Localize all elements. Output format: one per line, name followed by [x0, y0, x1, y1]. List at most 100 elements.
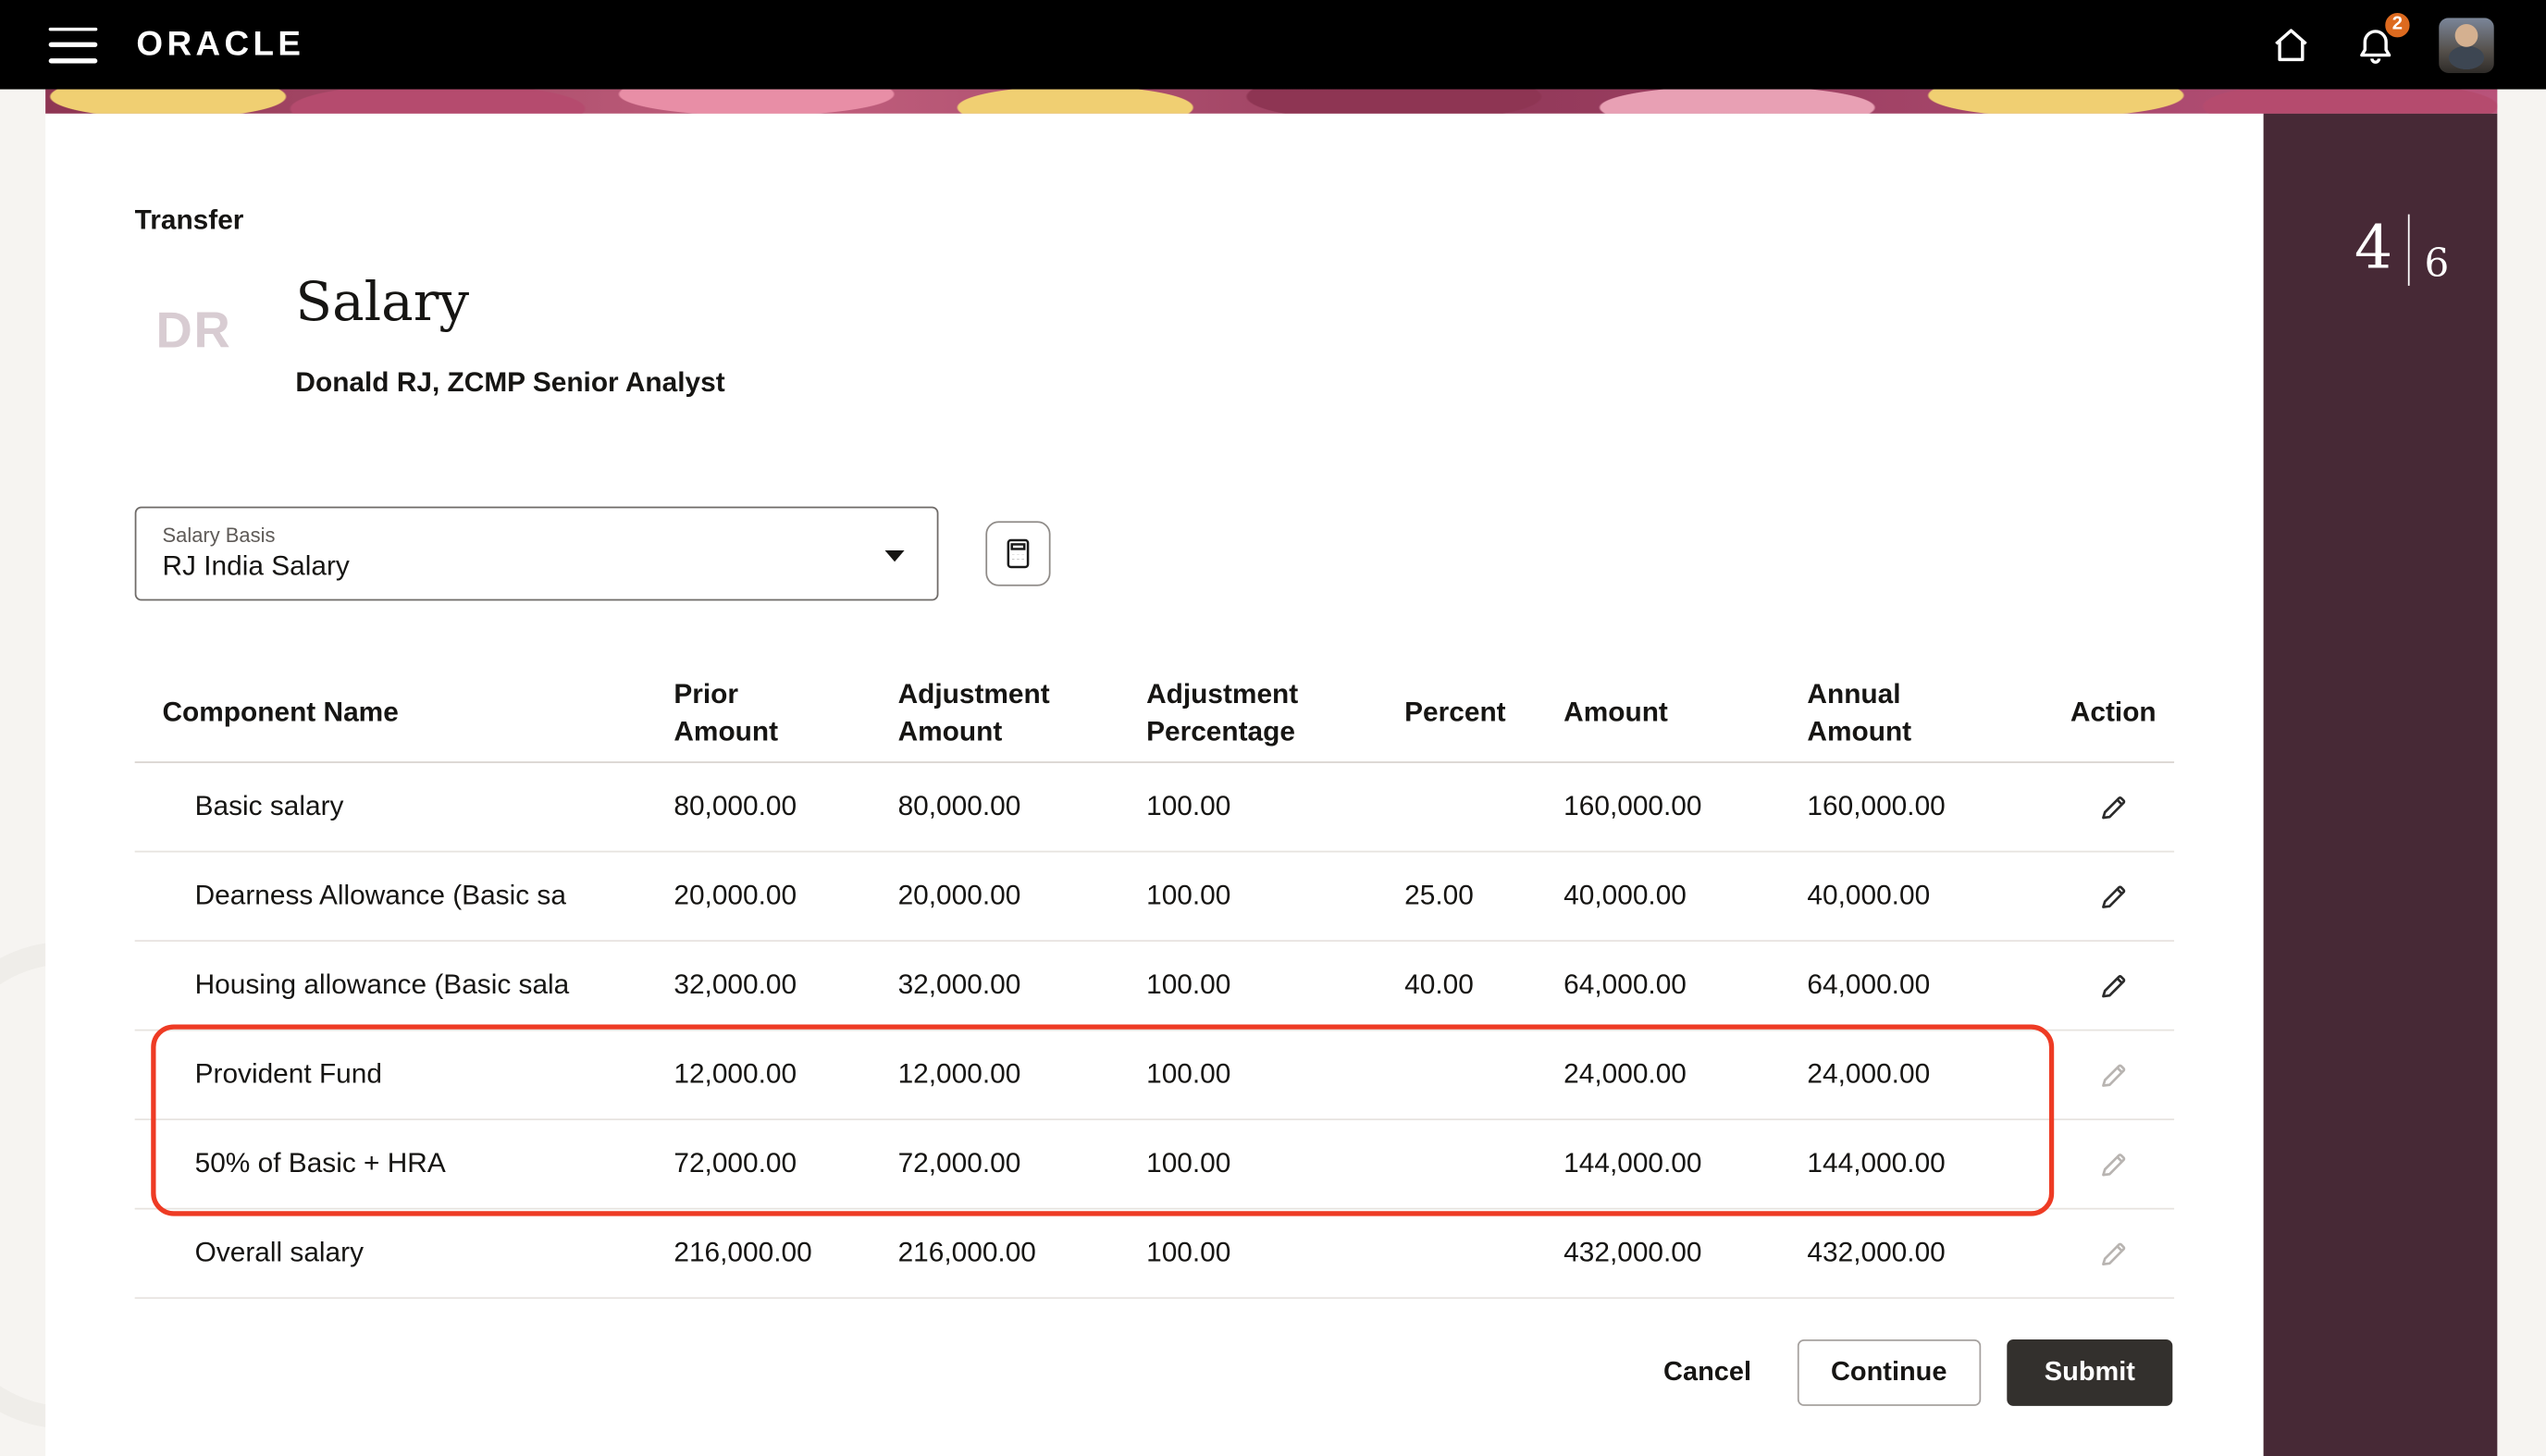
notification-badge: 2 [2381, 8, 2414, 40]
pencil-icon [2102, 1063, 2126, 1087]
prior-amount-cell: 20,000.00 [674, 880, 797, 911]
salary-components-table: Component Name Prior Amount Adjustment Amo… [134, 666, 2175, 1300]
edit-row-button [2098, 1238, 2129, 1268]
step-indicator: 4 6 [2354, 212, 2450, 286]
salary-card: Transfer DR Salary Donald RJ, ZCMP Senio… [45, 113, 2264, 1456]
percent-cell [1404, 763, 1563, 851]
adjustment-percentage-cell: 100.00 [1146, 790, 1231, 822]
footer-actions: Cancel Continue Submit [1644, 1339, 2173, 1406]
adjustment-amount-cell: 216,000.00 [897, 1237, 1036, 1268]
pencil-icon [2102, 884, 2126, 907]
adjustment-percentage-cell: 100.00 [1146, 1237, 1231, 1268]
chevron-down-icon [884, 549, 905, 562]
edit-row-button[interactable] [2098, 970, 2129, 1001]
table-header-row: Component Name Prior Amount Adjustment Amo… [134, 666, 2175, 763]
annual-amount-cell: 432,000.00 [1807, 1237, 1946, 1268]
table-row: Overall salary 216,000.00 216,000.00 100… [134, 1210, 2175, 1300]
pencil-icon [2102, 796, 2126, 819]
adjustment-amount-cell: 32,000.00 [897, 969, 1021, 1001]
prior-amount-cell: 216,000.00 [674, 1237, 812, 1268]
column-header: Prior Amount [674, 679, 779, 747]
user-avatar[interactable] [2439, 17, 2494, 73]
pencil-icon [2102, 1241, 2126, 1265]
amount-cell: 40,000.00 [1563, 880, 1687, 911]
amount-cell: 160,000.00 [1563, 790, 1702, 822]
adjustment-amount-cell: 20,000.00 [897, 880, 1021, 911]
step-total: 6 [2424, 240, 2450, 286]
annual-amount-cell: 24,000.00 [1807, 1058, 1931, 1090]
submit-button[interactable]: Submit [2007, 1339, 2173, 1406]
adjustment-percentage-cell: 100.00 [1146, 880, 1231, 911]
annual-amount-cell: 144,000.00 [1807, 1147, 1946, 1179]
percent-cell [1404, 1210, 1563, 1298]
table-row: Basic salary 80,000.00 80,000.00 100.00 … [134, 763, 2175, 853]
column-header: Component Name [162, 697, 399, 729]
pencil-icon [2102, 1153, 2126, 1176]
step-divider [2407, 214, 2410, 286]
amount-cell: 144,000.00 [1563, 1147, 1702, 1179]
edit-row-button [2098, 1059, 2129, 1090]
annual-amount-cell: 64,000.00 [1807, 969, 1931, 1001]
salary-basis-select[interactable]: Salary Basis RJ India Salary [134, 506, 939, 601]
amount-cell: 432,000.00 [1563, 1237, 1702, 1268]
decorative-banner [45, 89, 2498, 114]
page-title: Salary [295, 269, 470, 333]
edit-row-button[interactable] [2098, 792, 2129, 822]
table-row: Dearness Allowance (Basic sa 20,000.00 2… [134, 852, 2175, 942]
amount-cell: 64,000.00 [1563, 969, 1687, 1001]
adjustment-amount-cell: 12,000.00 [897, 1058, 1021, 1090]
component-name-cell: Dearness Allowance (Basic sa [194, 880, 566, 911]
employee-monogram: DR [155, 302, 232, 359]
menu-icon[interactable] [48, 26, 98, 63]
table-row: Housing allowance (Basic sala 32,000.00 … [134, 942, 2175, 1031]
edit-row-button [2098, 1149, 2129, 1179]
column-header: Amount [1563, 697, 1668, 729]
table-body: Basic salary 80,000.00 80,000.00 100.00 … [134, 763, 2175, 1300]
component-name-cell: Housing allowance (Basic sala [194, 969, 570, 1001]
step-current: 4 [2354, 212, 2393, 283]
adjustment-percentage-cell: 100.00 [1146, 1147, 1231, 1179]
adjustment-percentage-cell: 100.00 [1146, 1058, 1231, 1090]
column-header: Percent [1404, 697, 1506, 729]
percent-cell [1404, 1120, 1563, 1208]
calculator-icon [1007, 538, 1030, 569]
component-name-cell: Provident Fund [194, 1058, 382, 1090]
percent-cell [1404, 1030, 1563, 1118]
amount-cell: 24,000.00 [1563, 1058, 1687, 1090]
prior-amount-cell: 72,000.00 [674, 1147, 797, 1179]
component-name-cell: 50% of Basic + HRA [194, 1147, 446, 1179]
edit-row-button[interactable] [2098, 881, 2129, 911]
table-row: 50% of Basic + HRA 72,000.00 72,000.00 1… [134, 1120, 2175, 1210]
percent-cell: 25.00 [1404, 880, 1474, 911]
calculator-button[interactable] [985, 521, 1051, 586]
annual-amount-cell: 160,000.00 [1807, 790, 1946, 822]
column-header: Adjustment Amount [897, 679, 1050, 747]
table-row: Provident Fund 12,000.00 12,000.00 100.0… [134, 1030, 2175, 1121]
home-icon[interactable] [2270, 23, 2313, 66]
salary-basis-label: Salary Basis [162, 524, 276, 548]
column-header: Annual Amount [1807, 679, 1912, 747]
continue-button[interactable]: Continue [1797, 1339, 1982, 1406]
adjustment-amount-cell: 80,000.00 [897, 790, 1021, 822]
pencil-icon [2102, 974, 2126, 997]
component-name-cell: Basic salary [194, 790, 344, 822]
cancel-button[interactable]: Cancel [1644, 1341, 1771, 1404]
annual-amount-cell: 40,000.00 [1807, 880, 1931, 911]
employee-subtitle: Donald RJ, ZCMP Senior Analyst [295, 366, 725, 398]
column-header: Action [2070, 697, 2157, 729]
adjustment-amount-cell: 72,000.00 [897, 1147, 1021, 1179]
adjustment-percentage-cell: 100.00 [1146, 969, 1231, 1001]
percent-cell: 40.00 [1404, 969, 1474, 1001]
step-panel: 4 6 [2263, 113, 2498, 1456]
oracle-logo: ORACLE [136, 25, 305, 63]
transfer-label: Transfer [134, 204, 244, 236]
salary-basis-value: RJ India Salary [162, 549, 350, 582]
prior-amount-cell: 80,000.00 [674, 790, 797, 822]
column-header: Adjustment Percentage [1146, 679, 1299, 747]
prior-amount-cell: 12,000.00 [674, 1058, 797, 1090]
component-name-cell: Overall salary [194, 1237, 365, 1268]
notifications-bell-icon[interactable]: 2 [2354, 8, 2414, 66]
app-header: ORACLE 2 [0, 0, 2546, 90]
prior-amount-cell: 32,000.00 [674, 969, 797, 1001]
